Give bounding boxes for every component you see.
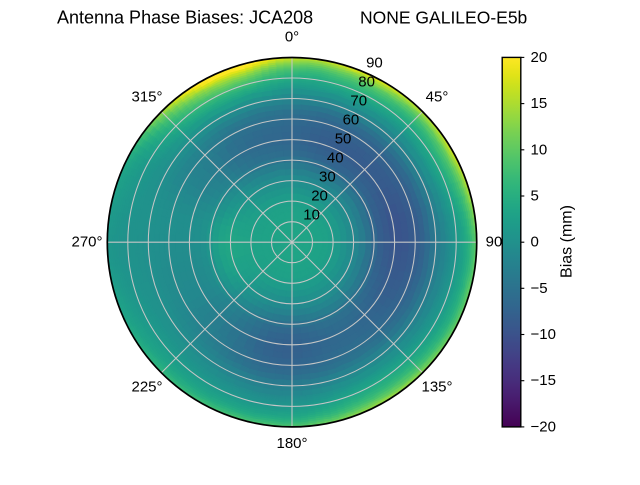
svg-text:70: 70 xyxy=(350,93,367,110)
svg-text:NONE GALILEO-E5b: NONE GALILEO-E5b xyxy=(360,8,527,28)
svg-text:50: 50 xyxy=(335,131,352,148)
svg-text:15: 15 xyxy=(531,95,548,112)
svg-text:60: 60 xyxy=(343,112,360,129)
svg-text:270°: 270° xyxy=(71,234,102,251)
svg-text:30: 30 xyxy=(319,169,336,186)
svg-text:90: 90 xyxy=(366,55,383,72)
svg-text:0°: 0° xyxy=(285,29,299,46)
svg-text:80: 80 xyxy=(358,74,375,91)
svg-text:−5: −5 xyxy=(531,280,548,297)
svg-text:20: 20 xyxy=(311,188,328,205)
svg-text:45°: 45° xyxy=(426,89,449,106)
svg-text:225°: 225° xyxy=(131,379,162,396)
svg-text:135°: 135° xyxy=(421,379,452,396)
svg-text:0: 0 xyxy=(531,234,539,251)
svg-text:Antenna Phase Biases: JCA208: Antenna Phase Biases: JCA208 xyxy=(57,8,313,28)
svg-text:−15: −15 xyxy=(531,372,556,389)
svg-text:40: 40 xyxy=(327,150,344,167)
svg-text:180°: 180° xyxy=(276,435,307,452)
svg-text:−10: −10 xyxy=(531,326,556,343)
svg-text:10: 10 xyxy=(303,206,320,223)
svg-text:10: 10 xyxy=(531,141,548,158)
svg-text:Bias (mm): Bias (mm) xyxy=(559,205,576,278)
svg-text:20: 20 xyxy=(531,49,548,66)
svg-text:315°: 315° xyxy=(131,89,162,106)
svg-text:5: 5 xyxy=(531,188,539,205)
svg-text:−20: −20 xyxy=(531,418,556,435)
